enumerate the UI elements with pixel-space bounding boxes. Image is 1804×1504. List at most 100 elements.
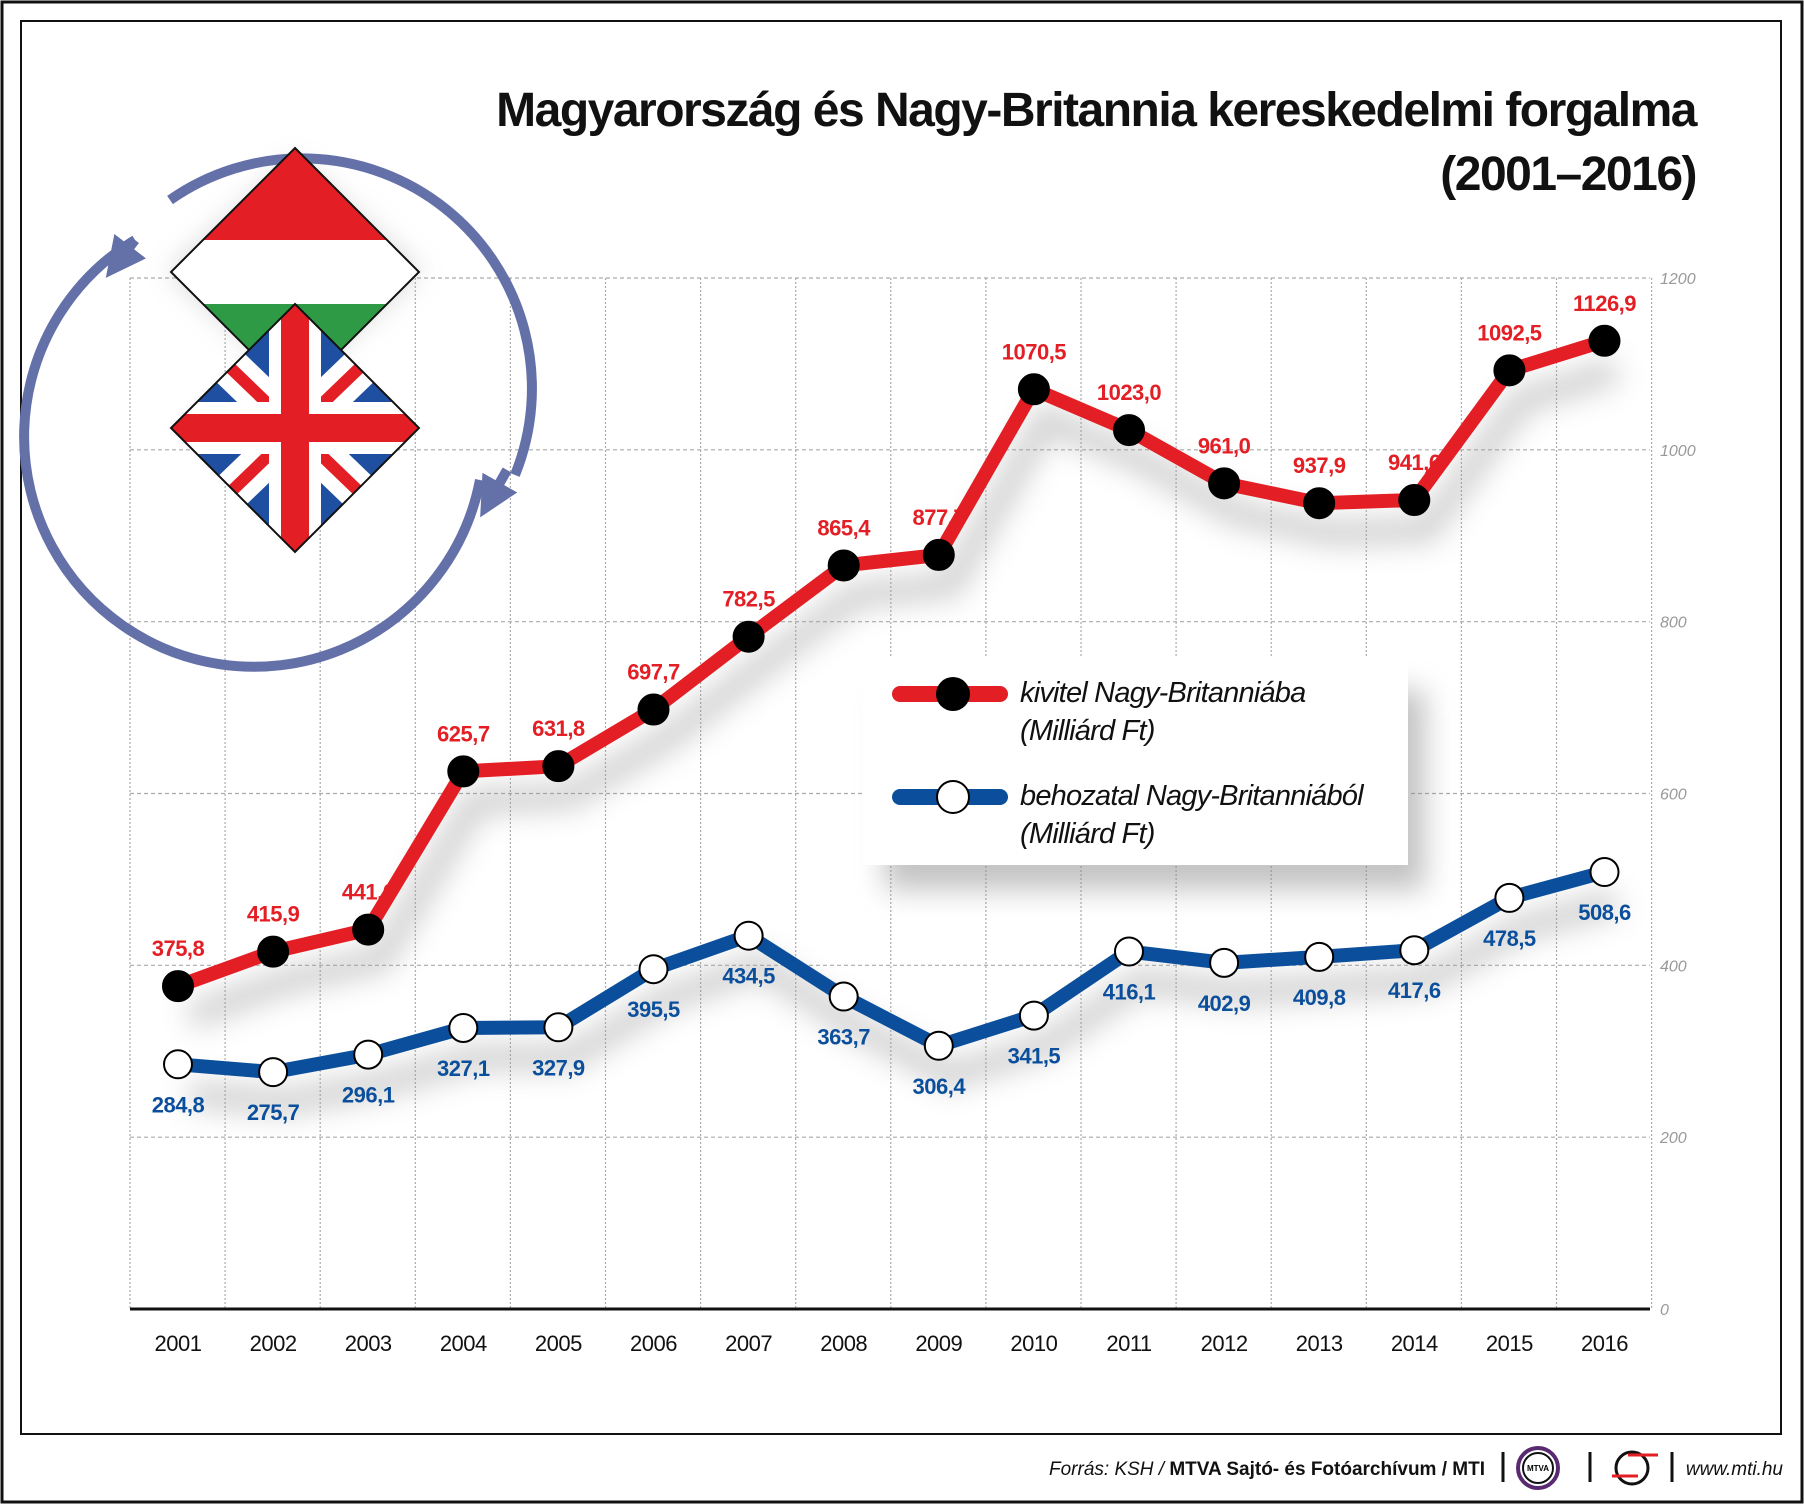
import-data-label: 327,1 xyxy=(437,1056,490,1081)
chart-subtitle: (2001–2016) xyxy=(1440,148,1696,201)
source-credit: Forrás: KSH / MTVA Sajtó- és Fotóarchívu… xyxy=(1049,1459,1485,1480)
import-point xyxy=(1399,935,1430,966)
legend: kivitel Nagy-Britanniába (Milliárd Ft) b… xyxy=(863,658,1425,890)
legend-unit-export: (Milliárd Ft) xyxy=(1020,715,1155,747)
export-point xyxy=(1208,467,1241,500)
y-tick-label: 400 xyxy=(1660,958,1687,975)
x-tick-label: 2008 xyxy=(820,1331,867,1356)
export-point xyxy=(922,538,955,571)
y-tick-label: 200 xyxy=(1659,1130,1687,1147)
import-point xyxy=(923,1030,954,1061)
y-tick-label: 1000 xyxy=(1660,443,1696,460)
x-tick-label: 2014 xyxy=(1391,1331,1438,1356)
export-data-label: 1092,5 xyxy=(1477,320,1542,345)
x-tick-label: 2013 xyxy=(1296,1331,1343,1356)
x-tick-label: 2007 xyxy=(725,1331,772,1356)
import-point xyxy=(733,920,764,951)
x-tick-label: 2015 xyxy=(1486,1331,1533,1356)
line-shadows xyxy=(185,358,1621,1116)
y-tick-label: 1200 xyxy=(1660,271,1696,288)
arrowhead-icon xyxy=(105,233,147,278)
export-data-label: 1023,0 xyxy=(1097,380,1162,405)
import-point xyxy=(828,981,859,1012)
chart-title: Magyarország és Nagy-Britannia kereskede… xyxy=(496,84,1698,137)
import-data-label: 296,1 xyxy=(342,1083,395,1108)
import-data-label: 409,8 xyxy=(1293,985,1346,1010)
source-prefix: Forrás: KSH / xyxy=(1049,1459,1169,1480)
x-tick-label: 2001 xyxy=(155,1331,202,1356)
export-point xyxy=(542,750,575,783)
import-point xyxy=(1114,936,1144,967)
x-tick-label: 2006 xyxy=(630,1331,677,1356)
x-tick-label: 2005 xyxy=(535,1331,582,1356)
export-point xyxy=(352,913,385,946)
import-point xyxy=(1494,882,1525,913)
x-tick-label: 2011 xyxy=(1106,1331,1152,1356)
export-point xyxy=(732,620,765,653)
legend-marker-export xyxy=(936,677,970,711)
source-agency: MTVA Sajtó- és Fotóarchívum / MTI xyxy=(1169,1459,1485,1480)
import-point xyxy=(353,1039,384,1070)
export-data-label: 961,0 xyxy=(1198,433,1251,458)
x-tick-label: 2012 xyxy=(1201,1331,1248,1356)
export-data-label: 375,8 xyxy=(152,936,205,961)
export-point xyxy=(637,693,670,726)
export-data-label: 415,9 xyxy=(247,902,300,927)
import-data-label: 363,7 xyxy=(817,1025,870,1050)
data-labels: 375,8 415,9 441,6 625,7 631,8 697,7 782,5 865,4… xyxy=(152,291,1637,1125)
legend-marker-import xyxy=(936,780,970,814)
x-tick-label: 2003 xyxy=(345,1331,392,1356)
series-shadow xyxy=(185,358,1621,1029)
export-point xyxy=(1303,487,1336,520)
mti-logo xyxy=(1612,1450,1658,1486)
import-data-label: 341,5 xyxy=(1008,1044,1061,1069)
export-data-label: 877,7 xyxy=(913,505,966,530)
cycle-arrow-left xyxy=(19,235,485,672)
import-point xyxy=(258,1057,289,1088)
import-point xyxy=(1589,857,1620,888)
import-data-label: 327,9 xyxy=(532,1055,585,1080)
export-point xyxy=(827,549,860,582)
y-tick-label: 0 xyxy=(1660,1302,1669,1319)
export-point xyxy=(1493,354,1526,387)
export-point xyxy=(1398,484,1431,517)
export-point xyxy=(257,935,290,968)
import-data-label: 416,1 xyxy=(1103,980,1156,1005)
export-data-label: 1126,9 xyxy=(1573,291,1636,316)
export-data-label: 782,5 xyxy=(722,587,775,612)
y-tick-label: 800 xyxy=(1660,615,1687,632)
export-data-label: 441,6 xyxy=(342,880,395,905)
export-data-label: 697,7 xyxy=(627,660,680,685)
import-point xyxy=(163,1049,193,1080)
export-point xyxy=(1113,414,1145,447)
legend-label-export: kivitel Nagy-Britanniába xyxy=(1020,677,1306,709)
import-data-label: 284,8 xyxy=(152,1092,205,1117)
export-data-label: 631,8 xyxy=(532,716,585,741)
x-tick-label: 2010 xyxy=(1010,1331,1057,1356)
export-point xyxy=(1588,324,1621,357)
import-data-label: 395,5 xyxy=(627,997,680,1022)
x-tick-label: 2004 xyxy=(440,1331,487,1356)
import-data-label: 478,5 xyxy=(1483,926,1536,951)
cycle-arrow-right xyxy=(167,153,537,477)
import-point xyxy=(448,1012,479,1043)
import-data-label: 402,9 xyxy=(1198,991,1251,1016)
export-data-label: 1070,5 xyxy=(1002,339,1067,364)
axes: 0 200 400 600 800 1000 1200 2001 2002 2003 2004 200… xyxy=(130,271,1696,1356)
export-data-label: 865,4 xyxy=(817,515,871,540)
import-data-label: 434,5 xyxy=(722,964,775,989)
legend-label-import: behozatal Nagy-Britanniából xyxy=(1020,780,1365,812)
mtva-logo xyxy=(1516,1446,1560,1490)
x-tick-label: 2016 xyxy=(1581,1331,1628,1356)
x-tick-label: 2002 xyxy=(250,1331,297,1356)
import-data-label: 417,6 xyxy=(1388,978,1441,1003)
export-data-label: 937,9 xyxy=(1293,453,1346,478)
arrowhead-icon xyxy=(480,467,518,518)
export-point xyxy=(162,970,194,1003)
series-shadow xyxy=(188,889,1620,1116)
export-data-label: 941,6 xyxy=(1388,450,1441,475)
import-point xyxy=(1018,1000,1049,1031)
website-url: www.mti.hu xyxy=(1686,1459,1784,1480)
mtva-logo-text: MTVA xyxy=(1527,1464,1549,1473)
import-data-label: 306,4 xyxy=(913,1074,967,1099)
